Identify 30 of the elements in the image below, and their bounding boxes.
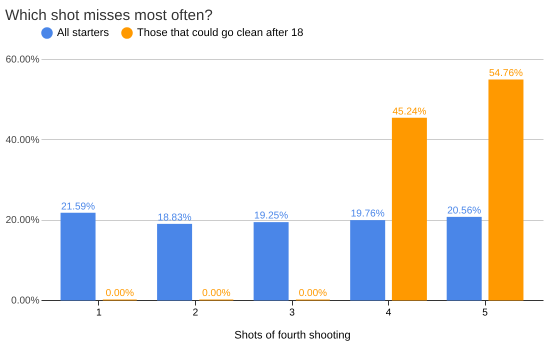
data-label: 19.76% [350,208,385,220]
bar [60,212,96,300]
bar [254,222,289,300]
chart-title: Which shot misses most often? [5,7,213,24]
legend-label: All starters [57,27,110,39]
data-label: 0.00% [106,288,134,299]
legend-label: Those that could go clean after 18 [137,27,304,39]
bar [446,216,482,300]
data-label: 0.00% [298,288,328,299]
x-tick-label: 3 [289,308,296,318]
data-label: 20.56% [447,205,482,216]
bar [350,220,386,300]
data-label: 18.83% [158,212,192,224]
data-label: 54.76% [488,68,524,80]
data-label: 19.25% [254,210,288,222]
x-tick-label: 4 [386,308,392,318]
bar [488,80,524,300]
bar [392,118,427,300]
bar [157,224,192,300]
x-tick-label: 1 [96,308,102,318]
data-label: 45.24% [392,106,426,118]
x-tick-label: 5 [482,308,488,318]
y-tick-label: 40.00% [6,134,40,146]
data-label: 21.59% [61,201,96,212]
x-axis-title: Shots of fourth shooting [234,330,351,342]
y-tick-label: 0.00% [11,296,40,306]
x-tick-label: 2 [192,308,199,318]
data-label: 0.00% [202,288,231,299]
y-tick-label: 60.00% [6,54,40,66]
y-tick-label: 20.00% [6,215,40,226]
